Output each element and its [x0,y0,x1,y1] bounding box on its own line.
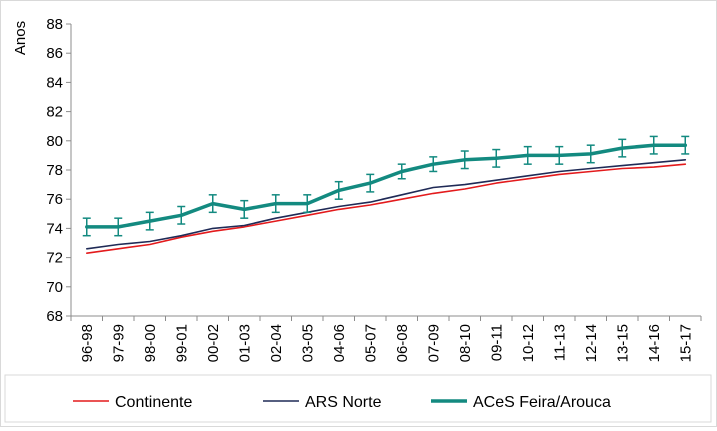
y-tick-label: 80 [46,133,63,150]
legend-item: Continente [73,394,192,411]
x-tick-label: 12-14 [583,324,600,362]
legend-box [4,374,712,423]
legend-label: ACeS Feira/Arouca [473,394,611,411]
x-tick-label: 09-11 [488,324,505,361]
legend-label: Continente [115,394,192,411]
x-tick-label: 96-98 [79,324,96,362]
y-tick-label: 86 [46,45,63,62]
series-ars-norte [86,159,687,250]
x-tick-label: 03-05 [299,324,316,362]
x-tick-label: 10-12 [520,324,537,362]
legend-label: ARS Norte [305,394,382,411]
x-tick-label: 08-10 [457,324,474,362]
series-continente [86,163,687,254]
x-tick-label: 06-08 [394,324,411,362]
x-tick-label: 14-16 [646,324,663,362]
y-tick-label: 88 [46,16,63,33]
legend: Continente ARS Norte ACeS Feira/Arouca [4,374,712,423]
series-aces-feira-arouca [82,135,690,237]
x-axis: 96-98 97-99 98-00 99-01 00-02 01-03 02-04 03-05… [70,315,702,362]
y-tick-label: 78 [46,162,63,179]
series-line [85,143,688,229]
x-tick-label: 01-03 [236,324,253,362]
y-tick-label: 84 [46,74,63,91]
x-tick-label: 15-17 [677,324,694,362]
y-tick-label: 68 [46,308,63,325]
y-tick-label: 82 [46,104,63,121]
x-tick-label: 07-09 [425,324,442,362]
x-tick-label: 05-07 [362,324,379,362]
legend-item: ARS Norte [263,394,382,411]
series-line [86,163,687,254]
legend-item: ACeS Feira/Arouca [431,394,611,411]
y-tick-label: 74 [46,220,63,237]
y-axis: 68 70 72 74 76 78 80 82 84 86 88 [46,16,72,325]
series-line [86,159,687,250]
y-tick-label: 76 [46,191,63,208]
x-tick-label: 99-01 [173,324,190,362]
x-tick-label: 13-15 [614,324,631,362]
x-tick-label: 02-04 [268,324,285,362]
x-tick-label: 11-13 [551,324,568,361]
x-tick-label: 04-06 [331,324,348,362]
series-layer [82,135,690,254]
x-tick-label: 97-99 [110,324,127,362]
x-tick-label: 00-02 [205,324,222,362]
y-tick-label: 72 [46,250,63,267]
x-tick-label: 98-00 [142,324,159,362]
y-axis-title: Anos [12,21,29,55]
y-tick-label: 70 [46,279,63,296]
